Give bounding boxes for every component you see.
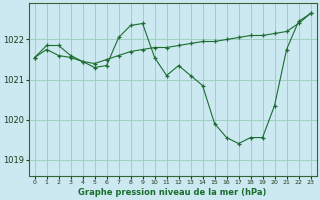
X-axis label: Graphe pression niveau de la mer (hPa): Graphe pression niveau de la mer (hPa) (78, 188, 267, 197)
